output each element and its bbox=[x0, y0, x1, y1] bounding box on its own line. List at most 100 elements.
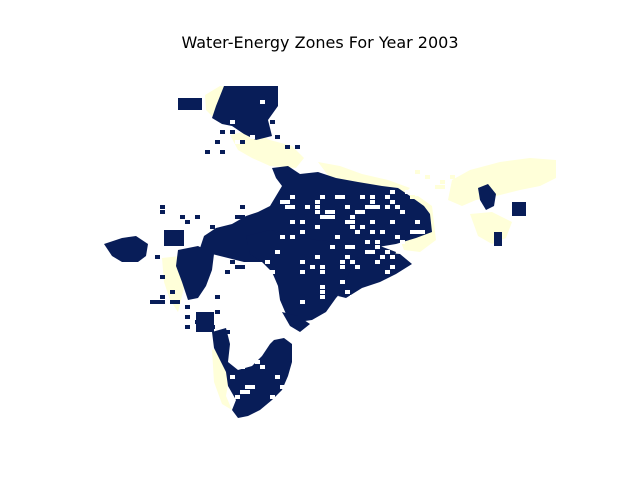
grid-cell bbox=[395, 275, 400, 279]
grid-cell bbox=[250, 385, 255, 389]
grid-cell bbox=[385, 285, 390, 289]
grid-cell bbox=[315, 205, 320, 209]
grid-cell bbox=[260, 100, 265, 104]
grid-cell bbox=[355, 210, 360, 214]
grid-cell bbox=[415, 220, 420, 224]
grid-cell bbox=[240, 205, 245, 209]
high-zone-region-northeast-patch bbox=[512, 202, 526, 216]
grid-cell bbox=[300, 220, 305, 224]
grid-cell bbox=[370, 230, 375, 234]
grid-cell bbox=[405, 190, 410, 194]
grid-cell bbox=[350, 220, 355, 224]
grid-cell bbox=[265, 260, 270, 264]
grid-cell bbox=[330, 215, 335, 219]
grid-cell bbox=[285, 115, 290, 119]
grid-cell bbox=[195, 320, 200, 324]
grid-cell bbox=[235, 215, 240, 219]
grid-cell bbox=[385, 195, 390, 199]
grid-cell bbox=[230, 120, 235, 124]
grid-cell bbox=[440, 180, 445, 184]
grid-cell bbox=[305, 205, 310, 209]
grid-cell bbox=[270, 270, 275, 274]
grid-cell bbox=[400, 210, 405, 214]
grid-cell bbox=[370, 250, 375, 254]
grid-cell bbox=[215, 140, 220, 144]
grid-cell bbox=[395, 235, 400, 239]
grid-cell bbox=[310, 265, 315, 269]
grid-cell bbox=[320, 195, 325, 199]
grid-cell bbox=[285, 200, 290, 204]
grid-cell bbox=[375, 240, 380, 244]
grid-cell bbox=[350, 245, 355, 249]
grid-cell bbox=[160, 275, 165, 279]
grid-cell bbox=[330, 245, 335, 249]
grid-cell bbox=[320, 285, 325, 289]
grid-cell bbox=[280, 385, 285, 389]
grid-cell bbox=[290, 235, 295, 239]
grid-cell bbox=[195, 285, 200, 289]
grid-cell bbox=[290, 140, 295, 144]
grid-cell bbox=[150, 300, 155, 304]
grid-cell bbox=[185, 315, 190, 319]
grid-cell bbox=[240, 240, 245, 244]
grid-cell bbox=[320, 215, 325, 219]
grid-cell bbox=[370, 290, 375, 294]
grid-cell bbox=[230, 130, 235, 134]
grid-cell bbox=[345, 290, 350, 294]
grid-cell bbox=[240, 365, 245, 369]
low-zone-region-northeast bbox=[448, 158, 556, 206]
grid-cell bbox=[345, 255, 350, 259]
grid-cell bbox=[200, 275, 205, 279]
grid-cell bbox=[385, 270, 390, 274]
grid-cell bbox=[290, 220, 295, 224]
grid-cell bbox=[370, 205, 375, 209]
grid-cell bbox=[415, 170, 420, 174]
grid-cell bbox=[285, 145, 290, 149]
grid-cell bbox=[335, 195, 340, 199]
grid-cell bbox=[220, 130, 225, 134]
grid-cell bbox=[240, 390, 245, 394]
grid-cell bbox=[200, 255, 205, 259]
grid-cell bbox=[210, 325, 215, 329]
grid-cell bbox=[350, 295, 355, 299]
grid-cell bbox=[270, 395, 275, 399]
grid-cell bbox=[155, 255, 160, 259]
high-zone-layer bbox=[104, 86, 526, 418]
grid-cell bbox=[425, 175, 430, 179]
grid-cell bbox=[300, 270, 305, 274]
grid-cell bbox=[245, 340, 250, 344]
grid-cell bbox=[390, 190, 395, 194]
grid-cell bbox=[185, 220, 190, 224]
grid-cell bbox=[320, 290, 325, 294]
grid-cell bbox=[225, 270, 230, 274]
grid-cell bbox=[365, 290, 370, 294]
grid-cell bbox=[375, 260, 380, 264]
grid-cell bbox=[295, 145, 300, 149]
grid-cell bbox=[160, 295, 165, 299]
grid-cell bbox=[275, 135, 280, 139]
grid-cell bbox=[275, 115, 280, 119]
grid-cell bbox=[245, 245, 250, 249]
grid-cell bbox=[435, 185, 440, 189]
grid-cell bbox=[280, 110, 285, 114]
grid-cell bbox=[355, 230, 360, 234]
grid-cell bbox=[240, 140, 245, 144]
grid-cell bbox=[440, 185, 445, 189]
grid-cell bbox=[300, 300, 305, 304]
grid-cell bbox=[225, 330, 230, 334]
grid-cell bbox=[370, 195, 375, 199]
grid-cell bbox=[290, 195, 295, 199]
grid-cell bbox=[345, 205, 350, 209]
grid-cell bbox=[390, 220, 395, 224]
grid-cell bbox=[450, 190, 455, 194]
grid-cell bbox=[400, 240, 405, 244]
grid-cell bbox=[220, 150, 225, 154]
grid-cell bbox=[350, 225, 355, 229]
grid-cell bbox=[385, 250, 390, 254]
grid-cell bbox=[235, 265, 240, 269]
grid-cell bbox=[365, 205, 370, 209]
grid-cell bbox=[245, 360, 250, 364]
grid-cell bbox=[400, 285, 405, 289]
grid-cell bbox=[205, 150, 210, 154]
